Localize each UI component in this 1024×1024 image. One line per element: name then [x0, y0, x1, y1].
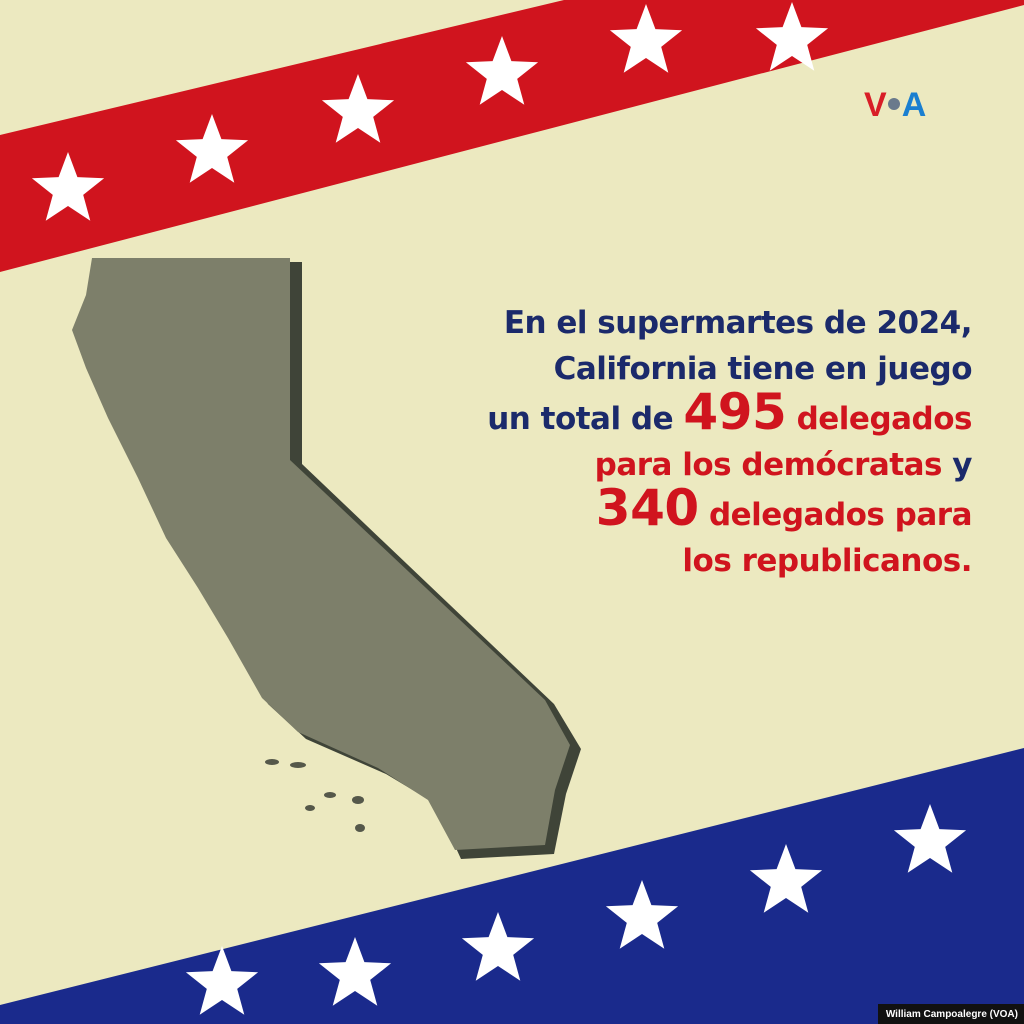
headline-line-2: California tiene en juego [553, 351, 973, 387]
headline-line-5: 340 delegados para [595, 479, 973, 537]
star-icon [755, 2, 829, 71]
blue-stripe-band [0, 748, 1024, 1024]
headline-line-6: los republicanos. [682, 543, 972, 579]
red-stripe-band [0, 0, 1024, 272]
star-icon [609, 4, 683, 73]
headline-line-1: En el supermartes de 2024, [503, 305, 973, 341]
headline-line-4: para los demócratas y [594, 447, 973, 483]
star-icon [749, 844, 823, 913]
star-icon [321, 74, 395, 143]
headline-text: En el supermartes de 2024, California ti… [487, 300, 972, 584]
headline-line-3: un total de 495 delegados [487, 383, 972, 441]
photo-credit: William Campoalegre (VOA) [877, 1004, 1024, 1024]
star-icon [605, 880, 679, 949]
star-icon [318, 937, 392, 1006]
star-icon [31, 152, 105, 221]
star-icon [465, 36, 539, 105]
republican-delegates-count: 340 [595, 479, 699, 537]
star-icon [461, 912, 535, 981]
star-icon [185, 946, 259, 1015]
california-map [72, 258, 581, 859]
democrat-delegates-count: 495 [683, 383, 787, 441]
star-icon [175, 114, 249, 183]
star-icon [893, 804, 967, 873]
